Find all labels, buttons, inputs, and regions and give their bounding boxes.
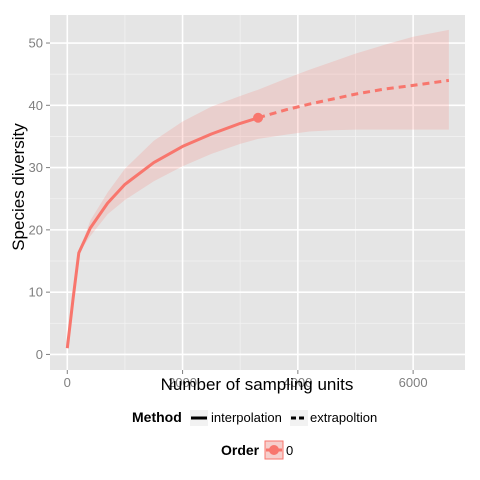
x-axis-title: Number of sampling units (161, 375, 354, 394)
observed-point (253, 112, 264, 123)
order-legend: Order 0 (221, 440, 293, 460)
method-legend: Method interpolation extrapoltion (132, 409, 377, 426)
x-tick-label: 2000 (168, 375, 197, 390)
y-axis-ticks: 0 10 20 30 40 50 (29, 36, 50, 362)
x-tick-label: 6000 (399, 375, 428, 390)
y-tick-label: 0 (36, 347, 43, 362)
legend-label-interpolation: interpolation (211, 410, 282, 425)
y-tick-label: 40 (29, 98, 43, 113)
x-tick-label: 0 (64, 375, 71, 390)
legend-key-order-0-point (269, 445, 279, 455)
x-tick-label: 4000 (283, 375, 312, 390)
interpolation-line (65, 116, 259, 349)
method-legend-title: Method (132, 409, 182, 425)
y-tick-label: 30 (29, 160, 43, 175)
order-legend-title: Order (221, 442, 260, 458)
y-axis-title: Species diversity (9, 123, 28, 251)
confidence-band (67, 29, 449, 349)
legend-label-order-0: 0 (286, 443, 293, 458)
x-axis-ticks: 0 2000 4000 6000 (64, 370, 428, 390)
major-gridlines (50, 15, 465, 370)
legend-label-extrapolation: extrapoltion (310, 410, 377, 425)
extrapolation-line (257, 78, 450, 120)
y-tick-label: 50 (29, 36, 43, 51)
y-tick-label: 10 (29, 285, 43, 300)
y-tick-label: 20 (29, 222, 43, 237)
minor-gridlines (50, 15, 465, 370)
